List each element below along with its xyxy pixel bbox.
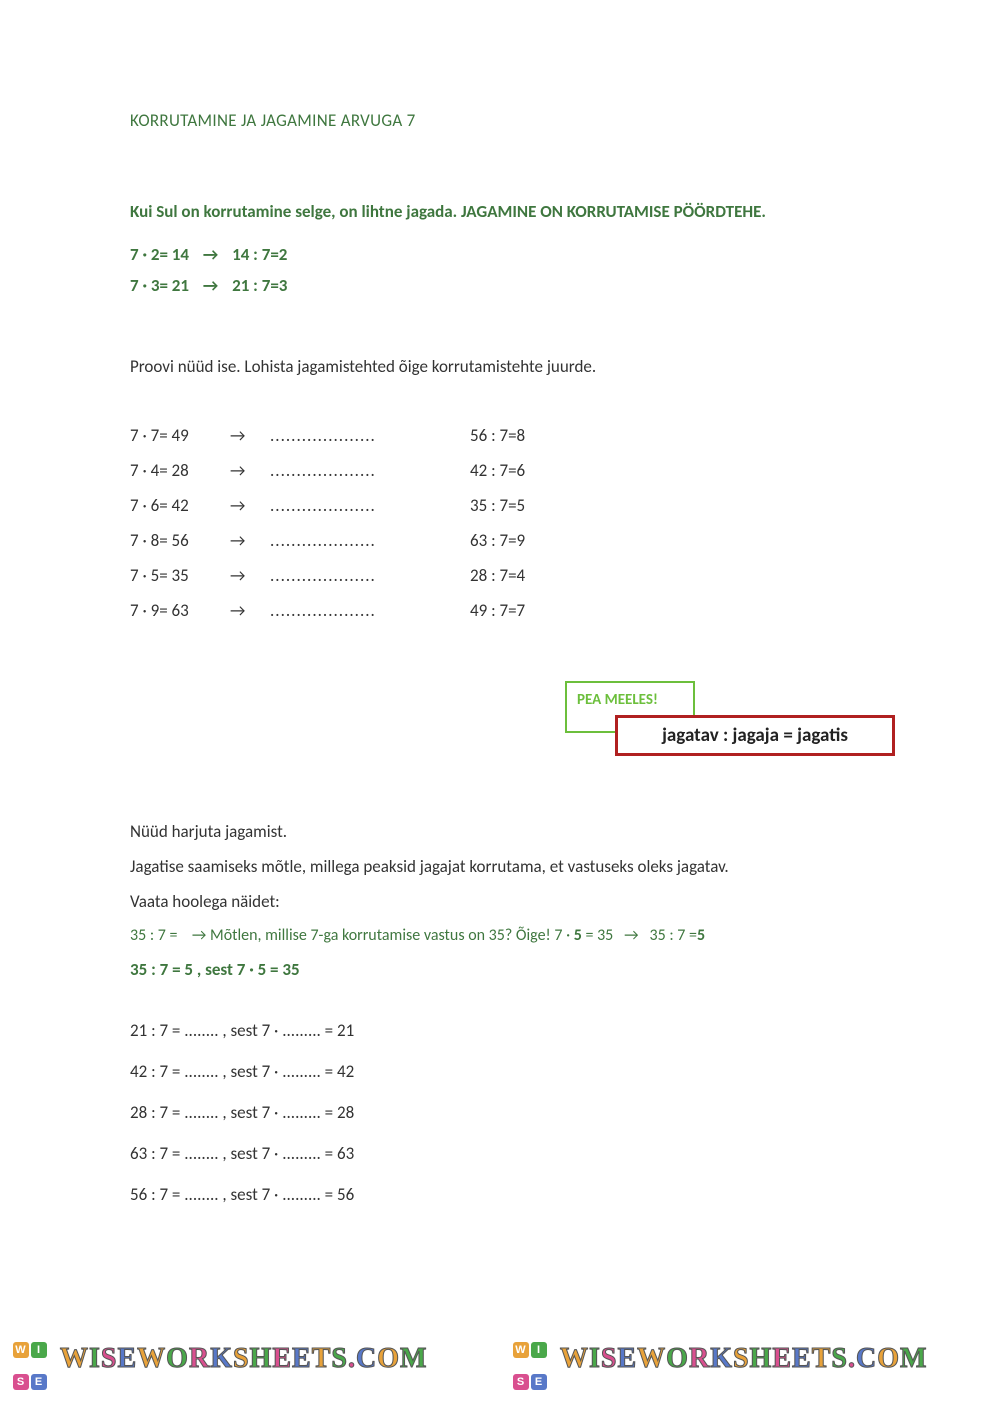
exercise-div[interactable]: 56 : 7=8 [470,425,590,446]
exercise-row: 7 · 8= 56 → .................... 63 : 7=… [130,530,870,551]
practice-row[interactable]: 21 : 7 = ........ , sest 7 · ......... =… [130,1020,870,1041]
example-mult: 7 · 2= 14 [130,244,189,265]
watermark-instance: WI SE WISEWORKSHEETS.COM [0,1329,500,1393]
instruction-text: Proovi nüüd ise. Lohista jagamistehted õ… [130,356,870,377]
exercise-div[interactable]: 49 : 7=7 [470,600,590,621]
callout-formula: jagatav : jagaja = jagatis [615,715,895,756]
example-mult: 7 · 3= 21 [130,275,189,296]
callout-container: PEA MEELES! jagatav : jagaja = jagatis [130,681,870,771]
logo-icon: WI SE [12,1329,48,1393]
section-practice-intro: Nüüd harjuta jagamist. Jagatise saamisek… [130,821,870,980]
blank-field[interactable]: .................... [270,460,470,481]
blank-field[interactable]: .................... [270,495,470,516]
green-bold-result: 35 : 7 = 5 , sest 7 · 5 = 35 [130,959,870,980]
practice-text: Vaata hoolega näidet: [130,891,870,912]
exercise-mult: 7 · 8= 56 [130,530,230,551]
arrow-icon: → [230,530,270,551]
exercise-mult: 7 · 9= 63 [130,600,230,621]
exercise-row: 7 · 9= 63 → .................... 49 : 7=… [130,600,870,621]
blank-field[interactable]: .................... [270,565,470,586]
exercise-div[interactable]: 28 : 7=4 [470,565,590,586]
example-row: 7 · 2= 14 → 14 : 7=2 [130,244,870,265]
watermark: WI SE WISEWORKSHEETS.COM WI SE WISEWORKS… [0,1329,1000,1393]
arrow-icon: → [230,565,270,586]
practice-row[interactable]: 42 : 7 = ........ , sest 7 · ......... =… [130,1061,870,1082]
arrow-icon: → [203,244,218,265]
blank-field[interactable]: .................... [270,600,470,621]
exercise-row: 7 · 6= 42 → .................... 35 : 7=… [130,495,870,516]
ex-mid: = 35 [585,926,613,945]
arrow-icon: → [203,275,218,296]
example-div: 21 : 7=3 [232,275,287,296]
arrow-icon: → [230,425,270,446]
watermark-instance: WI SE WISEWORKSHEETS.COM [500,1329,1000,1393]
arrow-icon: → [192,926,206,945]
exercise-mult: 7 · 6= 42 [130,495,230,516]
intro-text: Kui Sul on korrutamine selge, on lihtne … [130,201,870,222]
watermark-text: WISEWORKSHEETS.COM [560,1343,927,1374]
exercise-table: 7 · 7= 49 → .................... 56 : 7=… [130,425,870,621]
practice-list: 21 : 7 = ........ , sest 7 · ......... =… [130,1020,870,1205]
blank-field[interactable]: .................... [270,425,470,446]
arrow-icon: → [230,460,270,481]
arrow-icon: → [624,926,638,945]
exercise-div[interactable]: 35 : 7=5 [470,495,590,516]
exercise-row: 7 · 7= 49 → .................... 56 : 7=… [130,425,870,446]
practice-row[interactable]: 63 : 7 = ........ , sest 7 · ......... =… [130,1143,870,1164]
ex-tail: 35 : 7 = [650,926,697,945]
exercise-div[interactable]: 42 : 7=6 [470,460,590,481]
practice-text: Jagatise saamiseks mõtle, millega peaksi… [130,856,870,877]
page-title: KORRUTAMINE JA JAGAMINE ARVUGA 7 [130,110,870,131]
example-row: 7 · 3= 21 → 21 : 7=3 [130,275,870,296]
exercise-mult: 7 · 7= 49 [130,425,230,446]
blank-field[interactable]: .................... [270,530,470,551]
arrow-icon: → [230,600,270,621]
ex-bold: 5 [574,926,582,945]
ex-bold: 5 [697,926,705,945]
green-example-line: 35 : 7 = → Mõtlen, millise 7-ga korrutam… [130,926,870,945]
logo-icon: WI SE [512,1329,548,1393]
arrow-icon: → [230,495,270,516]
practice-row[interactable]: 56 : 7 = ........ , sest 7 · ......... =… [130,1184,870,1205]
exercise-row: 7 · 5= 35 → .................... 28 : 7=… [130,565,870,586]
ex-prefix: 35 : 7 = [130,926,177,945]
practice-row[interactable]: 28 : 7 = ........ , sest 7 · ......... =… [130,1102,870,1123]
exercise-mult: 7 · 4= 28 [130,460,230,481]
practice-text: Nüüd harjuta jagamist. [130,821,870,842]
exercise-row: 7 · 4= 28 → .................... 42 : 7=… [130,460,870,481]
example-block: 7 · 2= 14 → 14 : 7=2 7 · 3= 21 → 21 : 7=… [130,244,870,296]
exercise-div[interactable]: 63 : 7=9 [470,530,590,551]
example-div: 14 : 7=2 [232,244,287,265]
ex-text: Mõtlen, millise 7-ga korrutamise vastus … [210,926,570,945]
watermark-text: WISEWORKSHEETS.COM [60,1343,427,1374]
exercise-mult: 7 · 5= 35 [130,565,230,586]
